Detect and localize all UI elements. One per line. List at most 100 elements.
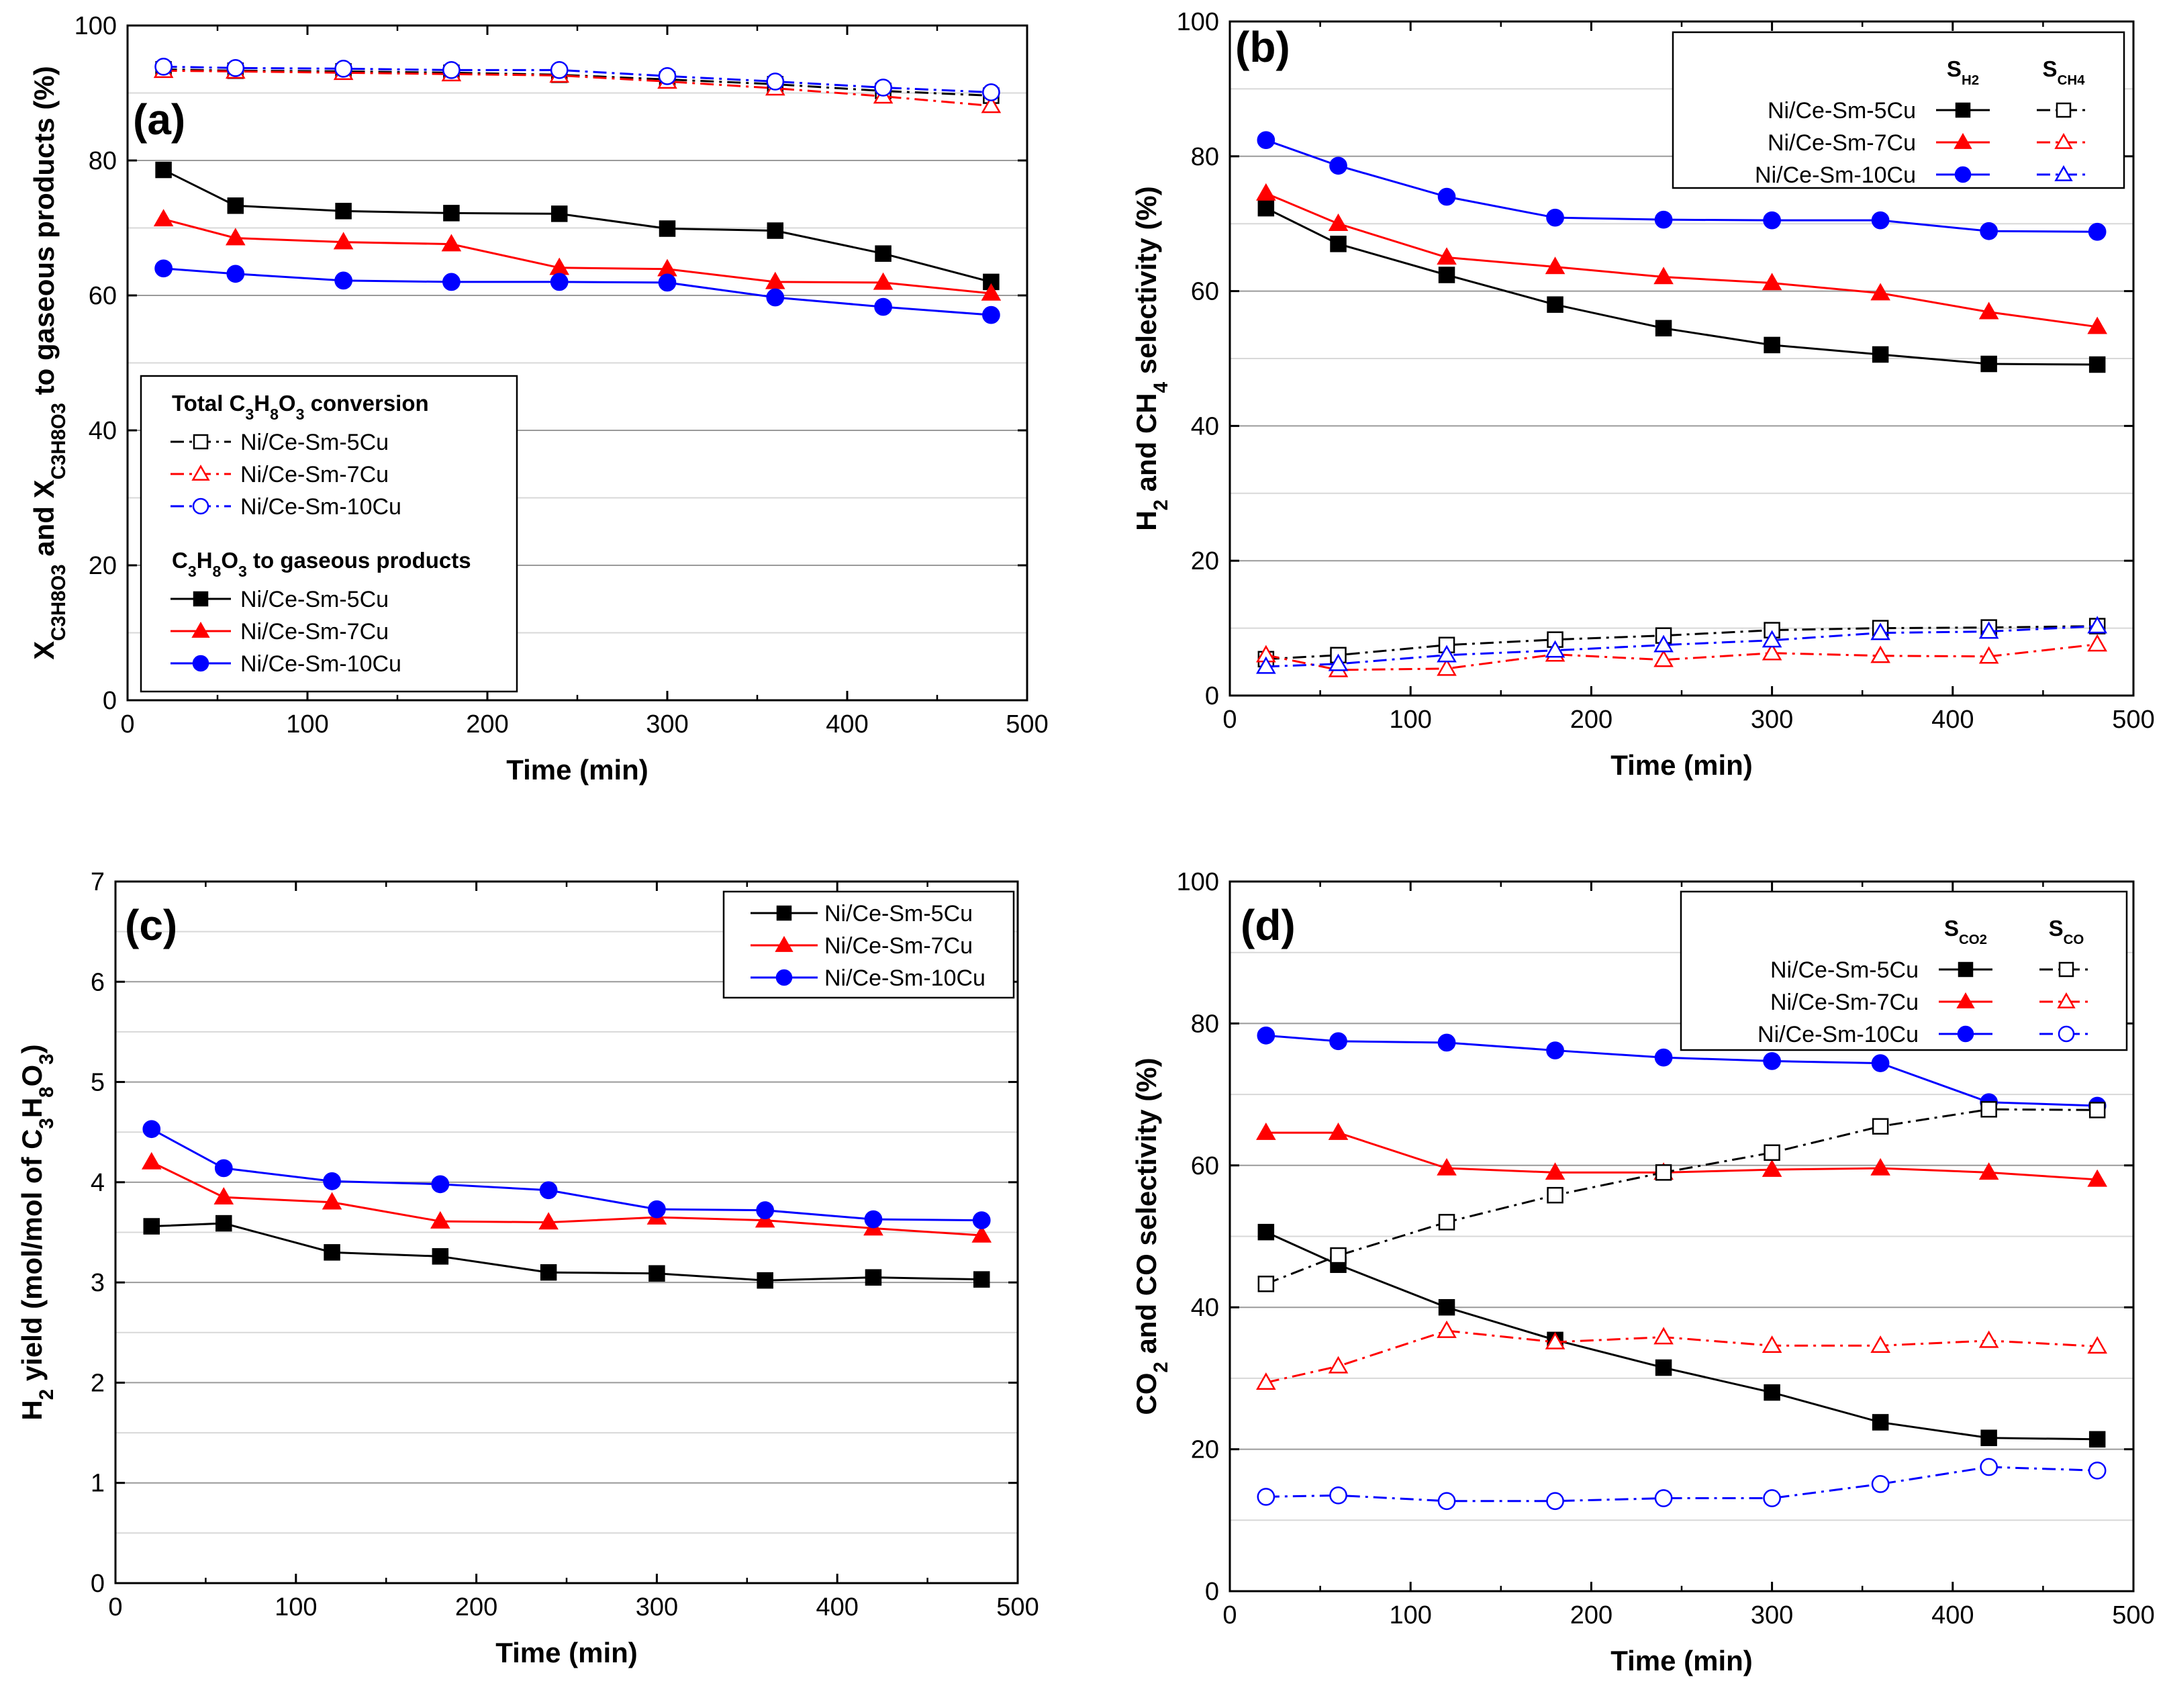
- y-tick-label: 100: [1177, 8, 1219, 36]
- legend-marker: [775, 935, 793, 952]
- data-point: [1256, 656, 1276, 674]
- legend-marker: [193, 591, 209, 607]
- y-axis-title-ylabel-part: H: [1130, 510, 1162, 530]
- y-axis-title-ylabel: H2 and CH4 selectivity (%): [1130, 186, 1172, 531]
- y-axis-title-ylabel-part: and X: [28, 479, 60, 564]
- data-point: [1870, 645, 1890, 663]
- chart-panel-3: 0 100 200 300 400 500 0 20 40 60 80 100 Time (min) CO…: [1130, 868, 2155, 1676]
- data-point: [550, 205, 568, 222]
- data-point: [2088, 1431, 2106, 1448]
- y-axis-title-ylabel-part: and CH: [1130, 393, 1162, 500]
- legend-group-title: Total C3H8O3 conversion: [172, 391, 429, 423]
- x-axis-title: Time (min): [1610, 1645, 1753, 1676]
- data-point: [1978, 621, 1999, 639]
- data-point: [1764, 336, 1780, 354]
- data-point: [153, 209, 174, 227]
- x-tick-label: 0: [108, 1593, 122, 1621]
- legend-row-label: Ni/Ce-Sm-5Cu: [1768, 98, 1916, 124]
- data-point: [865, 1269, 882, 1286]
- series-line: [1265, 1231, 2098, 1441]
- data-point: [141, 1151, 162, 1170]
- legend-marker: [1954, 166, 1972, 183]
- legend-entry-label: Ni/Ce-Sm-10Cu: [240, 494, 401, 520]
- data-point: [1438, 1214, 1455, 1231]
- x-tick-label: 500: [1006, 710, 1048, 739]
- x-tick-label: 300: [1751, 1601, 1793, 1629]
- data-point: [1762, 1335, 1782, 1354]
- series-line: [1265, 192, 2098, 328]
- y-axis-title-ylabel-part: H: [16, 1098, 48, 1118]
- legend-row-label: Ni/Ce-Sm-10Cu: [1757, 1022, 1919, 1047]
- data-point: [766, 73, 785, 91]
- x-tick-label: 500: [2112, 1601, 2154, 1629]
- legend-entry-label: Ni/Ce-Sm-5Cu: [824, 901, 973, 927]
- y-tick-label: 3: [91, 1269, 105, 1297]
- y-tick-label: 0: [91, 1570, 105, 1598]
- x-tick-label: 100: [275, 1593, 317, 1621]
- data-point: [765, 271, 785, 289]
- data-point: [1870, 622, 1890, 640]
- data-point: [432, 1248, 449, 1265]
- legend-column-letter: S: [2043, 56, 2058, 81]
- data-point: [550, 60, 569, 79]
- legend-marker: [776, 905, 792, 921]
- legend-group-title-part: to gaseous products: [247, 548, 471, 573]
- y-tick-label: 100: [75, 12, 117, 40]
- legend-marker: [2058, 1025, 2075, 1043]
- x-tick-label: 200: [466, 710, 508, 739]
- data-point: [1870, 283, 1890, 301]
- x-tick-label: 0: [1222, 706, 1237, 734]
- data-point: [334, 59, 352, 78]
- y-tick-label: 80: [1191, 1010, 1219, 1038]
- legend-entry-label: Ni/Ce-Sm-10Cu: [824, 965, 985, 991]
- legend-marker: [191, 621, 210, 638]
- legend-entry-label: Ni/Ce-Sm-7Cu: [824, 933, 973, 959]
- legend-marker: [2054, 132, 2073, 149]
- series-line: [163, 65, 992, 93]
- data-point: [864, 1210, 883, 1229]
- y-tick-label: 0: [1205, 1578, 1219, 1606]
- data-point: [1654, 1048, 1673, 1067]
- data-point: [1257, 1276, 1275, 1292]
- legend-column-letter: S: [1947, 56, 1962, 81]
- legend: SCO2 SCONi/Ce-Sm-5CuNi/Ce-Sm-7CuNi/Ce-Sm-…: [1680, 890, 2128, 1051]
- legend-column-head: SH2: [1947, 56, 1979, 88]
- data-point: [1764, 1144, 1780, 1161]
- legend-marker: [2054, 164, 2073, 181]
- data-point: [2088, 356, 2106, 373]
- data-point: [971, 1225, 992, 1243]
- y-axis-title-ylabel-part: 8: [36, 1086, 58, 1097]
- data-point: [648, 1265, 665, 1282]
- y-tick-label: 80: [89, 147, 117, 175]
- data-point: [214, 1159, 233, 1178]
- data-point: [1257, 131, 1275, 150]
- series-line: [163, 267, 992, 316]
- x-tick-label: 300: [646, 710, 688, 739]
- legend-marker: [191, 464, 210, 481]
- y-axis-title-ylabel-part: CO: [1130, 1373, 1162, 1415]
- y-axis-title-ylabel: CO2 and CO selectivity (%): [1130, 1057, 1172, 1415]
- data-point: [1870, 1157, 1890, 1176]
- y-axis-title-ylabel: H2 yield (mol/mol of C3H8O3): [16, 1044, 58, 1420]
- legend-marker: [192, 655, 209, 672]
- data-point: [1653, 267, 1674, 285]
- series-line: [1265, 1329, 2098, 1384]
- data-point: [1763, 1052, 1781, 1070]
- legend-column-head: SCO: [2049, 916, 2084, 947]
- x-axis-title: Time (min): [506, 754, 648, 786]
- data-point: [1257, 199, 1275, 217]
- series-4: [153, 209, 1002, 301]
- y-axis-title-ylabel-part: 2: [1150, 1362, 1172, 1372]
- data-point: [441, 234, 462, 252]
- series-line: [151, 1128, 982, 1222]
- data-point: [1257, 1027, 1275, 1045]
- legend-column-letter: S: [1944, 916, 1959, 941]
- data-point: [1762, 643, 1782, 661]
- data-point: [1545, 1162, 1566, 1180]
- data-point: [756, 1201, 775, 1220]
- data-point: [874, 297, 892, 316]
- data-point: [322, 1192, 342, 1210]
- x-tick-label: 400: [1931, 1601, 1974, 1629]
- data-point: [539, 1181, 558, 1200]
